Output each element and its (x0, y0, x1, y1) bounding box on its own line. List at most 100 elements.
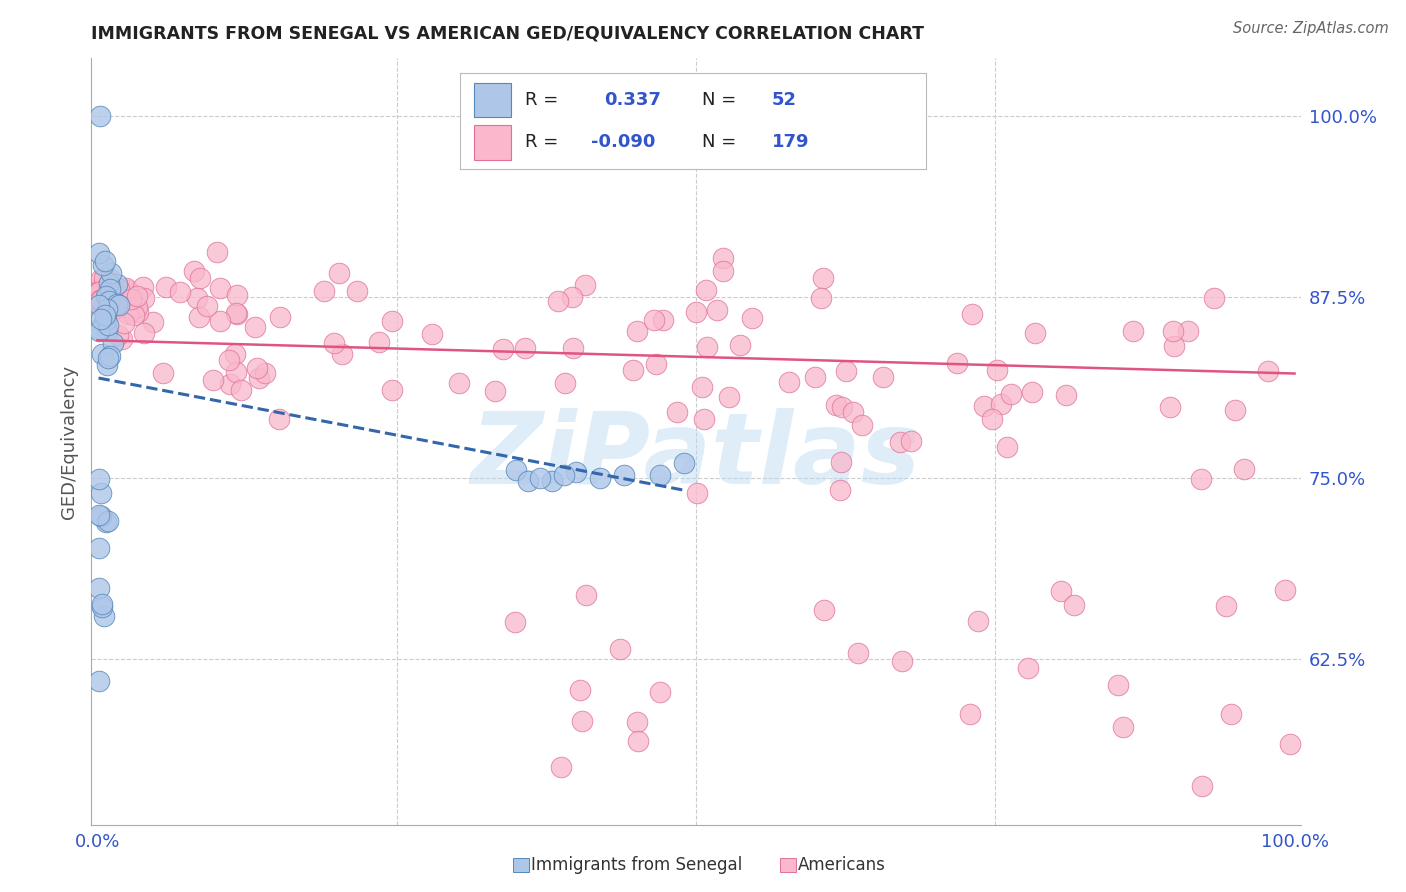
Point (110, 289, 132, 303)
Point (91, 347, 114, 361)
Point (103, 292, 125, 306)
Point (247, 371, 270, 385)
Point (90, 600, 112, 615)
Point (243, 319, 266, 334)
Point (980, 412, 1002, 426)
Point (547, 294, 569, 309)
Point (110, 332, 132, 346)
Point (197, 299, 219, 313)
Point (96, 515, 118, 529)
FancyBboxPatch shape (474, 125, 512, 160)
Point (87, 293, 110, 307)
Point (728, 337, 751, 351)
Point (550, 760, 572, 774)
Point (1257, 364, 1279, 378)
Point (1161, 324, 1184, 338)
Point (117, 307, 139, 321)
Point (87, 472, 110, 486)
Point (967, 614, 990, 628)
Point (666, 405, 689, 419)
Point (960, 306, 983, 320)
Point (87, 298, 110, 312)
Point (183, 264, 205, 278)
Point (810, 291, 832, 305)
Point (492, 342, 515, 356)
Text: R =: R = (526, 134, 558, 152)
Point (94, 289, 117, 303)
Point (517, 474, 540, 488)
Point (959, 706, 981, 721)
Point (101, 280, 124, 294)
Point (87, 288, 110, 302)
Point (93, 315, 115, 329)
Point (813, 603, 835, 617)
Point (90, 293, 112, 307)
Point (1017, 661, 1039, 675)
Point (1204, 292, 1226, 306)
Point (90, 485, 112, 500)
Point (1163, 339, 1185, 353)
Point (205, 244, 228, 259)
Point (613, 467, 636, 482)
Point (367, 334, 389, 349)
Point (1054, 388, 1077, 402)
Point (100, 291, 122, 305)
Point (134, 291, 156, 305)
Point (328, 266, 350, 280)
Point (115, 291, 138, 305)
Point (1000, 386, 1022, 401)
Point (90, 285, 112, 299)
Point (100, 266, 122, 280)
Point (186, 291, 208, 305)
Point (1063, 598, 1085, 612)
Point (87, 245, 110, 260)
Point (190, 271, 212, 285)
Point (225, 305, 247, 319)
Point (269, 310, 291, 324)
Point (100, 302, 122, 317)
Point (706, 302, 728, 317)
Point (1215, 599, 1237, 614)
Point (112, 316, 135, 330)
Point (98, 349, 121, 363)
Point (97, 301, 120, 316)
Point (561, 290, 583, 304)
Point (93, 254, 115, 268)
Point (718, 390, 741, 404)
Point (97, 294, 120, 309)
Point (246, 361, 269, 376)
Point (107, 282, 129, 296)
Point (889, 435, 911, 450)
Point (225, 288, 247, 302)
Point (98, 282, 121, 296)
Point (155, 280, 177, 294)
Text: 179: 179 (772, 134, 810, 152)
Point (686, 486, 709, 500)
Point (87, 541, 110, 555)
Point (381, 314, 404, 328)
Point (90, 293, 112, 307)
Point (87, 297, 110, 311)
Point (900, 434, 922, 448)
Text: Immigrants from Senegal: Immigrants from Senegal (531, 856, 742, 874)
Point (225, 308, 247, 322)
Point (695, 284, 717, 298)
Point (90, 509, 112, 524)
Point (825, 398, 848, 412)
Point (115, 284, 138, 298)
Point (650, 685, 672, 699)
Text: IMMIGRANTS FROM SENEGAL VS AMERICAN GED/EQUIVALENCY CORRELATION CHART: IMMIGRANTS FROM SENEGAL VS AMERICAN GED/… (91, 25, 924, 43)
Point (835, 364, 858, 378)
Point (830, 455, 852, 469)
Point (90, 272, 112, 286)
Point (91, 291, 114, 305)
Point (96, 358, 118, 372)
Point (105, 301, 128, 316)
Point (627, 734, 650, 748)
Point (87, 286, 110, 301)
Point (571, 714, 593, 729)
Point (685, 304, 707, 318)
Point (142, 315, 165, 329)
Point (609, 641, 631, 656)
Point (93, 608, 115, 623)
